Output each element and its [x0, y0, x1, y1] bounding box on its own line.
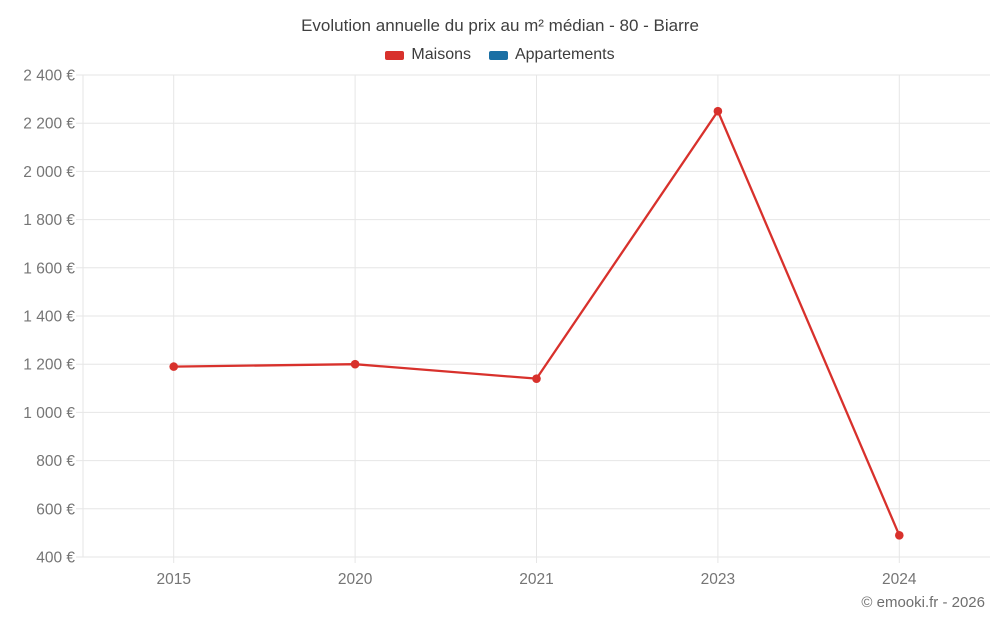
- data-point-maisons-2023[interactable]: [713, 106, 723, 116]
- appartements-swatch-icon: [488, 50, 508, 60]
- y-axis-label: 1 800 €: [23, 212, 75, 229]
- y-axis-label: 1 000 €: [23, 405, 75, 422]
- data-point-maisons-2021[interactable]: [532, 374, 541, 383]
- maisons-swatch-icon: [385, 50, 405, 60]
- legend-item-maisons[interactable]: Maisons: [385, 46, 471, 64]
- y-axis-label: 400 €: [36, 550, 75, 567]
- chart-title: Evolution annuelle du prix au m² médian …: [301, 16, 699, 35]
- y-axis-label: 1 200 €: [23, 357, 75, 374]
- legend-label-maisons: Maisons: [411, 46, 471, 63]
- y-axis-label: 1 600 €: [23, 260, 75, 277]
- copyright-credit: © emooki.fr - 2026: [861, 594, 985, 611]
- data-point-maisons-2024[interactable]: [895, 531, 904, 540]
- y-axis-label: 2 000 €: [23, 164, 75, 181]
- x-axis-label: 2021: [519, 571, 553, 588]
- y-axis-label: 600 €: [36, 501, 75, 518]
- data-point-maisons-2020[interactable]: [350, 359, 360, 369]
- y-axis-label: 2 400 €: [23, 68, 75, 85]
- x-axis-label: 2024: [882, 571, 917, 588]
- data-point-maisons-2015[interactable]: [169, 362, 178, 371]
- x-axis-label: 2023: [701, 571, 735, 588]
- x-axis-label: 2020: [338, 571, 373, 588]
- y-axis-label: 1 400 €: [23, 309, 75, 326]
- y-axis-label: 800 €: [36, 453, 75, 470]
- legend-label-appartements: Appartements: [514, 46, 615, 63]
- x-axis-label: 2015: [156, 571, 190, 588]
- y-axis-label: 2 200 €: [23, 116, 75, 133]
- legend: Maisons Appartements: [0, 46, 1000, 64]
- legend-item-appartements[interactable]: Appartements: [488, 46, 615, 64]
